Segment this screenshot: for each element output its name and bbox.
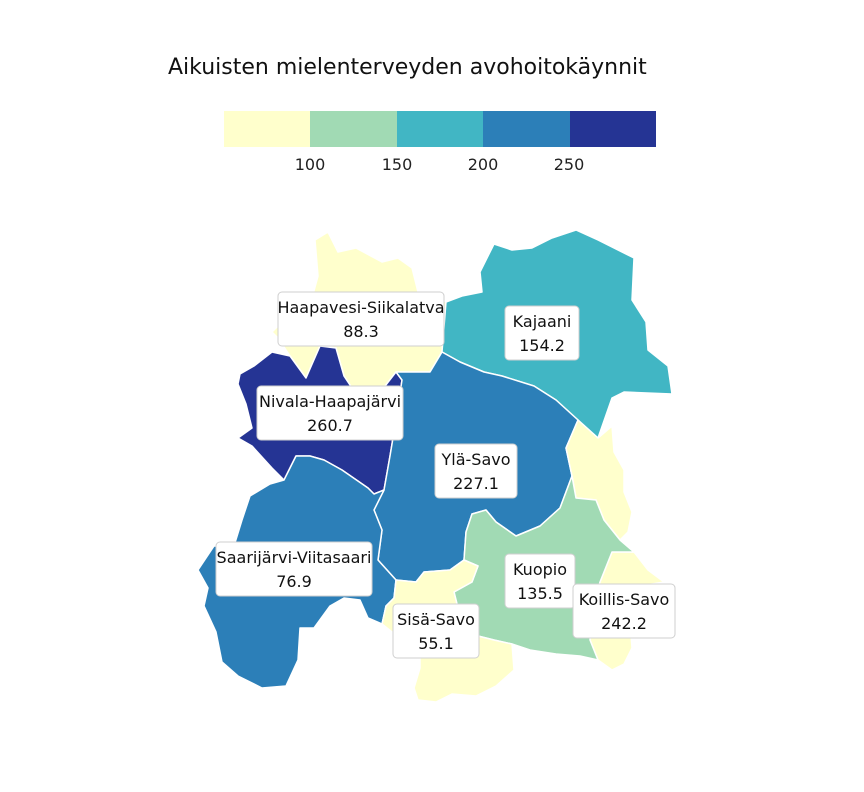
label-name-saarijarvi-viitasaari: Saarijärvi-Viitasaari (217, 548, 372, 567)
label-box-yla-savo (434, 443, 518, 499)
label-value-kuopio: 135.5 (517, 584, 563, 603)
label-value-sisa-savo: 55.1 (418, 634, 454, 653)
legend-tick-200: 200 (467, 155, 499, 174)
legend-tick-250: 250 (553, 155, 585, 174)
label-value-haapavesi-siikalatva: 88.3 (343, 322, 379, 341)
region-labels: Haapavesi-Siikalatva 88.3 Kajaani 154.2 … (215, 291, 676, 659)
label-name-yla-savo: Ylä-Savo (440, 450, 510, 469)
label-box-nivala-haapajarvi (256, 385, 404, 441)
legend-swatch-1 (224, 111, 311, 147)
legend-swatch-5 (569, 111, 657, 147)
label-name-kuopio: Kuopio (513, 560, 567, 579)
legend-swatch-2 (310, 111, 397, 147)
map-title: Aikuisten mielenterveyden avohoitokäynni… (168, 55, 647, 80)
label-box-sisa-savo (392, 603, 480, 659)
label-box-kuopio (504, 553, 576, 609)
label-name-haapavesi-siikalatva: Haapavesi-Siikalatva (277, 298, 444, 317)
label-box-haapavesi-siikalatva (277, 291, 445, 347)
label-nivala-haapajarvi: Nivala-Haapajärvi 260.7 (256, 385, 404, 441)
label-name-kajaani: Kajaani (513, 312, 572, 331)
label-value-nivala-haapajarvi: 260.7 (307, 416, 353, 435)
label-koillis-savo: Koillis-Savo 242.2 (572, 583, 676, 639)
label-name-koillis-savo: Koillis-Savo (579, 590, 670, 609)
legend-swatch-4 (483, 111, 570, 147)
label-box-kajaani (504, 305, 580, 361)
label-sisa-savo: Sisä-Savo 55.1 (392, 603, 480, 659)
label-kuopio: Kuopio 135.5 (504, 553, 576, 609)
label-box-saarijarvi-viitasaari (215, 541, 373, 597)
label-value-kajaani: 154.2 (519, 336, 565, 355)
label-value-yla-savo: 227.1 (453, 474, 499, 493)
label-value-saarijarvi-viitasaari: 76.9 (276, 572, 312, 591)
label-name-nivala-haapajarvi: Nivala-Haapajärvi (259, 392, 401, 411)
label-kajaani: Kajaani 154.2 (504, 305, 580, 361)
label-saarijarvi-viitasaari: Saarijärvi-Viitasaari 76.9 (215, 541, 373, 597)
label-haapavesi-siikalatva: Haapavesi-Siikalatva 88.3 (277, 291, 445, 347)
label-name-sisa-savo: Sisä-Savo (397, 610, 475, 629)
legend-tick-100: 100 (294, 155, 326, 174)
color-legend (224, 111, 657, 147)
label-yla-savo: Ylä-Savo 227.1 (434, 443, 518, 499)
label-box-koillis-savo (572, 583, 676, 639)
legend-swatch-3 (396, 111, 484, 147)
legend-tick-150: 150 (381, 155, 413, 174)
label-value-koillis-savo: 242.2 (601, 614, 647, 633)
